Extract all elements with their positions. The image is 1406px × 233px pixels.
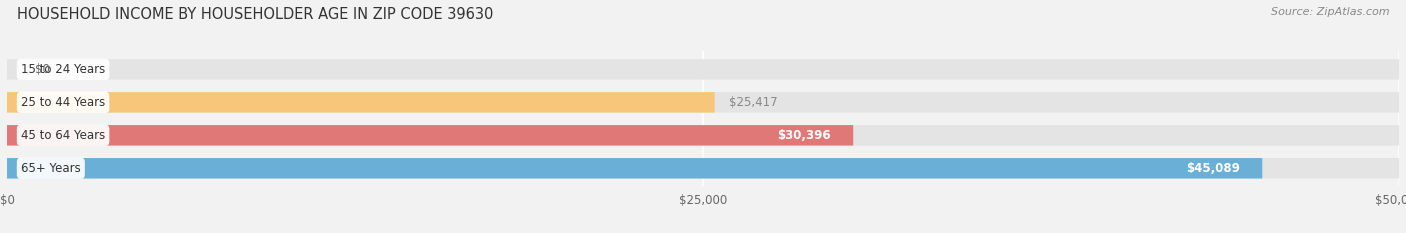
Text: HOUSEHOLD INCOME BY HOUSEHOLDER AGE IN ZIP CODE 39630: HOUSEHOLD INCOME BY HOUSEHOLDER AGE IN Z… <box>17 7 494 22</box>
FancyBboxPatch shape <box>7 125 853 146</box>
FancyBboxPatch shape <box>7 92 714 113</box>
Text: $45,089: $45,089 <box>1187 162 1240 175</box>
FancyBboxPatch shape <box>7 59 1399 80</box>
FancyBboxPatch shape <box>7 92 1399 113</box>
Text: Source: ZipAtlas.com: Source: ZipAtlas.com <box>1271 7 1389 17</box>
FancyBboxPatch shape <box>7 125 1399 146</box>
Text: $30,396: $30,396 <box>778 129 831 142</box>
FancyBboxPatch shape <box>7 158 1263 178</box>
Text: $0: $0 <box>35 63 49 76</box>
Text: 15 to 24 Years: 15 to 24 Years <box>21 63 105 76</box>
Text: 65+ Years: 65+ Years <box>21 162 80 175</box>
FancyBboxPatch shape <box>7 158 1399 178</box>
Text: 45 to 64 Years: 45 to 64 Years <box>21 129 105 142</box>
Text: 25 to 44 Years: 25 to 44 Years <box>21 96 105 109</box>
Text: $25,417: $25,417 <box>728 96 778 109</box>
